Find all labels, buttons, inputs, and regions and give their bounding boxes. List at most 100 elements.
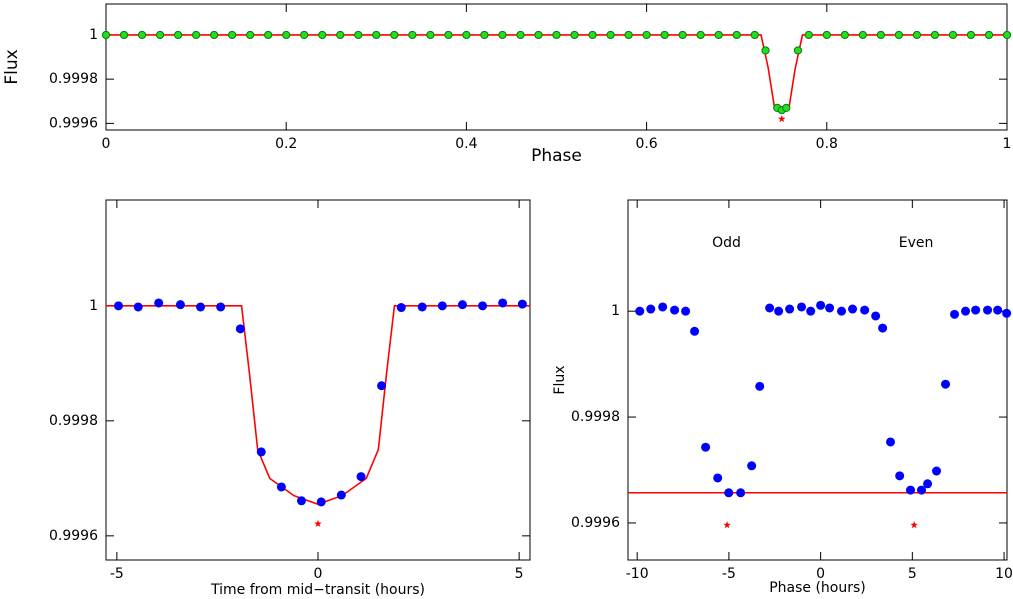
binned-point <box>961 306 971 316</box>
binned-point <box>318 30 327 40</box>
binned-point <box>498 298 508 308</box>
x-tick-label: -5 <box>110 566 124 582</box>
binned-point <box>774 306 784 316</box>
binned-point <box>848 304 858 314</box>
binned-point <box>133 302 143 312</box>
y-tick-label: 0.9996 <box>571 515 620 531</box>
binned-point <box>894 30 903 40</box>
binned-point <box>235 324 245 334</box>
x-tick-label: -10 <box>626 566 649 582</box>
x-tick-label: 5 <box>515 566 524 582</box>
binned-point <box>173 30 183 40</box>
binned-point <box>993 305 1003 315</box>
binned-point <box>895 471 905 481</box>
binned-point <box>426 30 435 40</box>
binned-point <box>297 496 307 506</box>
binned-point <box>816 300 826 310</box>
y-tick-label: 0.9998 <box>49 413 98 429</box>
binned-point <box>941 379 951 389</box>
binned-point <box>300 30 309 40</box>
binned-point <box>588 30 597 40</box>
binned-point <box>793 46 803 55</box>
annotation: Even <box>899 235 934 251</box>
binned-point <box>966 30 976 40</box>
binned-point <box>983 305 993 315</box>
binned-point <box>534 30 543 40</box>
x-tick-label: 0 <box>816 566 825 582</box>
x-tick-label: 0.4 <box>455 136 477 152</box>
x-tick-label: 10 <box>995 566 1013 582</box>
x-tick-label: 0 <box>314 566 323 582</box>
binned-point <box>552 30 561 40</box>
binned-point <box>690 326 700 336</box>
binned-point <box>316 497 326 507</box>
binned-point <box>886 437 896 447</box>
x-tick-label: 0 <box>102 136 111 152</box>
binned-point <box>192 30 201 40</box>
y-tick-label: 1 <box>611 303 620 319</box>
y-axis-label: Flux <box>2 49 22 84</box>
binned-point <box>747 461 757 471</box>
binned-point <box>113 301 123 311</box>
binned-point <box>701 442 711 452</box>
binned-point <box>876 30 885 40</box>
binned-point <box>1002 308 1012 318</box>
binned-point <box>917 485 927 495</box>
binned-point <box>681 306 691 316</box>
binned-point <box>971 305 981 315</box>
binned-point <box>408 30 417 40</box>
binned-point <box>782 103 791 112</box>
binned-point <box>858 30 867 40</box>
binned-point <box>256 447 266 457</box>
binned-point <box>396 303 406 313</box>
binned-point <box>950 309 960 319</box>
plot-frame <box>105 3 1008 131</box>
binned-point <box>755 381 765 391</box>
binned-point <box>417 302 427 312</box>
y-tick-label: 0.9996 <box>49 528 98 544</box>
binned-point <box>336 30 345 40</box>
binned-point <box>765 303 775 313</box>
binned-point <box>282 30 291 40</box>
y-tick-label: 0.9998 <box>49 71 98 87</box>
y-tick-label: 1 <box>89 27 98 43</box>
binned-point <box>658 302 668 312</box>
binned-point <box>444 30 453 40</box>
binned-point <box>336 490 346 500</box>
binned-point <box>516 30 525 40</box>
binned-point <box>678 30 687 40</box>
binned-point <box>377 381 387 391</box>
binned-point <box>670 305 680 315</box>
binned-point <box>356 472 366 482</box>
binned-point <box>871 311 881 321</box>
binned-point <box>948 30 958 40</box>
x-tick-label: -5 <box>722 566 736 582</box>
x-axis-label: Phase <box>531 146 582 166</box>
binned-point <box>372 30 381 40</box>
binned-point <box>750 30 759 40</box>
plot-frame <box>105 199 531 561</box>
binned-point <box>154 298 164 308</box>
binned-point <box>1002 30 1012 40</box>
model-line <box>106 305 530 506</box>
plot-frame <box>627 199 1008 561</box>
binned-point <box>155 30 165 40</box>
x-tick-label: 0.2 <box>275 136 297 152</box>
x-tick-label: 5 <box>908 566 917 582</box>
binned-point <box>390 30 399 40</box>
binned-point <box>642 30 651 40</box>
binned-point <box>354 30 363 40</box>
binned-point <box>660 30 669 40</box>
model-line <box>106 34 1007 109</box>
binned-point <box>228 30 237 40</box>
binned-point <box>119 30 129 40</box>
x-tick-label: 1 <box>1003 136 1012 152</box>
star-marker <box>777 114 786 123</box>
binned-point <box>923 479 933 489</box>
binned-point <box>930 30 940 40</box>
star-marker <box>910 521 918 529</box>
binned-point <box>797 302 807 312</box>
binned-point <box>806 306 816 316</box>
binned-point <box>175 300 185 310</box>
